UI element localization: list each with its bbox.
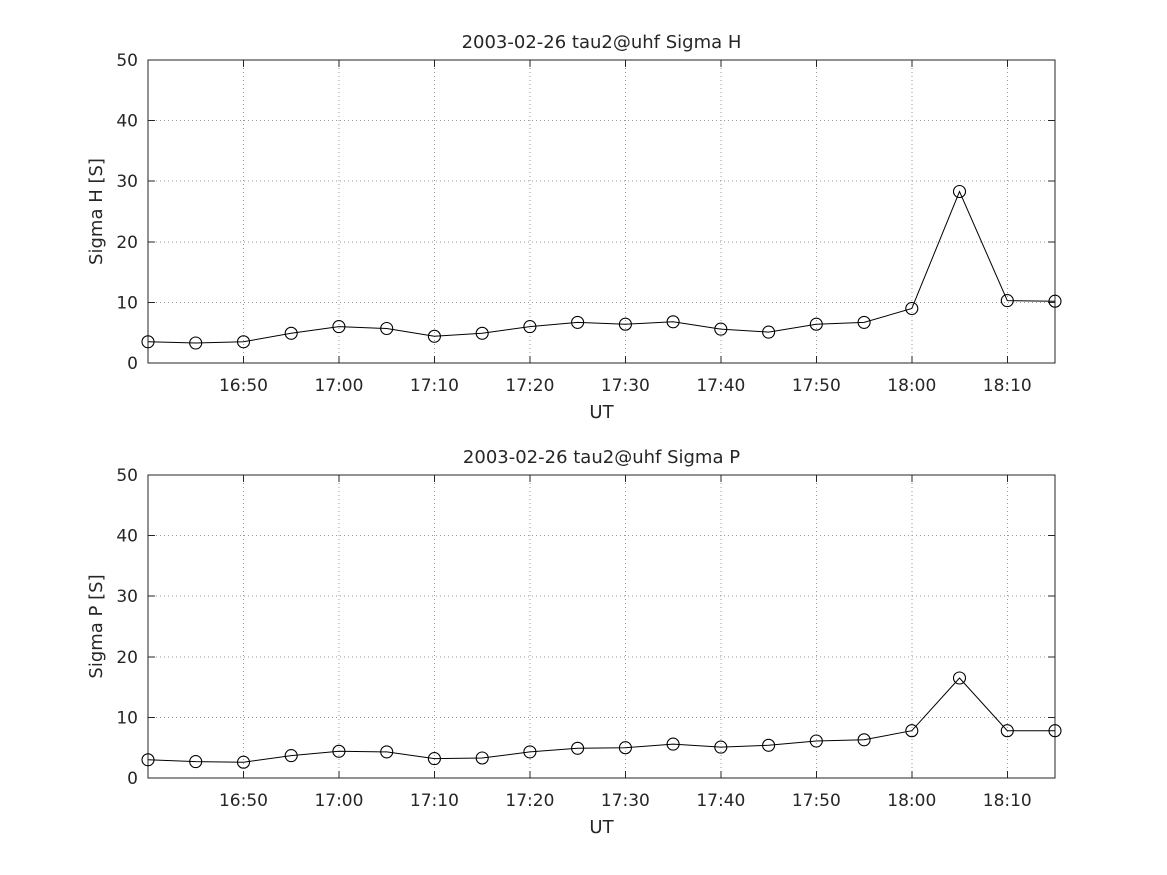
chart-sigma-h: 0 10 20 30 40 50 16:50 17:00 17:10 17:20 17:30 17:4…: [86, 32, 1062, 423]
x-axis-label: UT: [589, 817, 614, 838]
series-line-sigma-h: [147, 190, 1056, 344]
x-tick-label: 16:50: [219, 376, 268, 396]
y-tick-label: 40: [116, 527, 138, 547]
data-point-marker: [857, 315, 871, 329]
x-tick-label: 17:40: [696, 791, 745, 811]
data-point-marker: [809, 317, 823, 331]
data-point-marker: [523, 745, 537, 759]
y-tick-label: 50: [116, 466, 138, 486]
x-tick-label: 17:50: [792, 791, 841, 811]
x-tick-label: 18:00: [887, 791, 936, 811]
data-point-marker: [1000, 294, 1014, 308]
data-point-marker: [952, 671, 967, 685]
data-point-marker: [762, 325, 776, 339]
data-point-marker: [1048, 724, 1062, 738]
x-tick-label: 17:40: [696, 376, 745, 396]
data-point-marker: [427, 752, 441, 766]
data-point-marker: [475, 751, 489, 765]
data-point-marker: [666, 737, 680, 751]
data-point-marker: [236, 755, 251, 769]
y-tick-label: 40: [116, 112, 138, 132]
data-point-marker: [332, 320, 346, 334]
y-tick-label: 0: [127, 769, 138, 789]
x-tick-label: 17:30: [601, 791, 650, 811]
x-tick-label: 17:10: [410, 791, 459, 811]
data-point-marker: [284, 749, 298, 763]
data-point-marker: [571, 741, 585, 755]
data-point-marker: [523, 320, 537, 334]
x-tick-label: 17:30: [601, 376, 650, 396]
data-point-marker: [141, 335, 155, 349]
y-tick-label: 20: [116, 648, 138, 668]
data-point-marker: [762, 738, 776, 752]
chart-title: 2003-02-26 tau2@uhf Sigma P: [463, 447, 740, 468]
data-point-marker: [618, 741, 632, 755]
data-point-marker: [332, 744, 346, 758]
data-point-marker: [427, 329, 441, 343]
x-axis-label: UT: [589, 402, 614, 423]
data-point-marker: [952, 184, 967, 199]
data-point-marker: [475, 326, 489, 340]
data-point-marker: [236, 335, 251, 349]
y-tick-label: 30: [116, 172, 138, 192]
data-point-marker: [714, 740, 728, 754]
y-tick-label: 10: [116, 293, 138, 313]
x-tick-label: 17:20: [505, 376, 554, 396]
x-tick-label: 18:10: [983, 791, 1032, 811]
data-point-marker: [571, 315, 585, 329]
x-tick-label: 17:20: [505, 791, 554, 811]
data-point-marker: [141, 753, 155, 767]
data-point-marker: [666, 315, 680, 329]
chart-title: 2003-02-26 tau2@uhf Sigma H: [462, 32, 742, 53]
x-tick-label: 16:50: [219, 791, 268, 811]
data-point-marker: [905, 301, 919, 316]
y-tick-label: 50: [116, 51, 138, 71]
data-point-marker: [189, 336, 203, 350]
data-point-marker: [284, 326, 298, 340]
data-point-marker: [380, 745, 394, 759]
chart-sigma-p: 0 10 20 30 40 50 16:50 17:00 17:10 17:20 17:30 17:4…: [86, 447, 1062, 838]
y-tick-label: 30: [116, 587, 138, 607]
x-tick-label: 17:10: [410, 376, 459, 396]
y-tick-label: 10: [116, 708, 138, 728]
data-point-marker: [1000, 724, 1014, 738]
axis-box: [147, 59, 1056, 364]
x-tick-label: 17:00: [314, 791, 363, 811]
data-point-marker: [1048, 294, 1062, 308]
data-point-marker: [714, 322, 728, 336]
data-point-marker: [618, 317, 632, 331]
data-point-marker: [857, 733, 871, 747]
data-point-marker: [189, 755, 203, 769]
x-tick-label: 17:00: [314, 376, 363, 396]
y-axis-label: Sigma H [S]: [86, 158, 107, 265]
data-point-marker: [809, 734, 823, 748]
y-tick-label: 20: [116, 233, 138, 253]
x-tick-label: 18:00: [887, 376, 936, 396]
data-point-marker: [905, 724, 919, 738]
y-tick-label: 0: [127, 354, 138, 374]
y-axis-label: Sigma P [S]: [86, 574, 107, 678]
x-tick-label: 18:10: [983, 376, 1032, 396]
axis-box: [147, 474, 1056, 779]
series-line-sigma-p: [147, 677, 1055, 763]
x-tick-label: 17:50: [792, 376, 841, 396]
data-point-marker: [380, 321, 394, 336]
